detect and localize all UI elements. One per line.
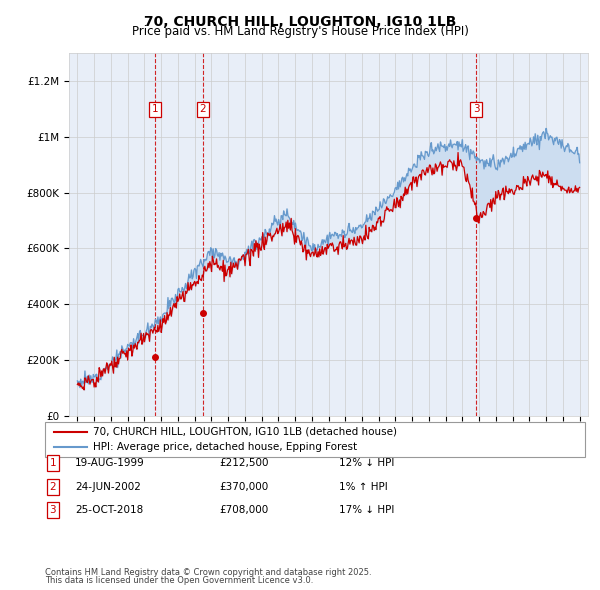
Text: Price paid vs. HM Land Registry's House Price Index (HPI): Price paid vs. HM Land Registry's House … (131, 25, 469, 38)
Text: 1: 1 (152, 104, 158, 114)
Text: 70, CHURCH HILL, LOUGHTON, IG10 1LB (detached house): 70, CHURCH HILL, LOUGHTON, IG10 1LB (det… (93, 427, 397, 437)
Text: 17% ↓ HPI: 17% ↓ HPI (339, 506, 394, 515)
Text: 2: 2 (49, 482, 56, 491)
Text: £708,000: £708,000 (219, 506, 268, 515)
Text: £370,000: £370,000 (219, 482, 268, 491)
Text: 70, CHURCH HILL, LOUGHTON, IG10 1LB: 70, CHURCH HILL, LOUGHTON, IG10 1LB (144, 15, 456, 29)
Text: 2: 2 (199, 104, 206, 114)
Text: 1% ↑ HPI: 1% ↑ HPI (339, 482, 388, 491)
Text: 24-JUN-2002: 24-JUN-2002 (75, 482, 141, 491)
Text: This data is licensed under the Open Government Licence v3.0.: This data is licensed under the Open Gov… (45, 576, 313, 585)
Text: Contains HM Land Registry data © Crown copyright and database right 2025.: Contains HM Land Registry data © Crown c… (45, 568, 371, 577)
Text: 3: 3 (49, 506, 56, 515)
Text: HPI: Average price, detached house, Epping Forest: HPI: Average price, detached house, Eppi… (93, 442, 357, 453)
Text: 1: 1 (49, 458, 56, 468)
Text: £212,500: £212,500 (219, 458, 269, 468)
Text: 3: 3 (473, 104, 479, 114)
Text: 12% ↓ HPI: 12% ↓ HPI (339, 458, 394, 468)
Text: 19-AUG-1999: 19-AUG-1999 (75, 458, 145, 468)
Text: 25-OCT-2018: 25-OCT-2018 (75, 506, 143, 515)
